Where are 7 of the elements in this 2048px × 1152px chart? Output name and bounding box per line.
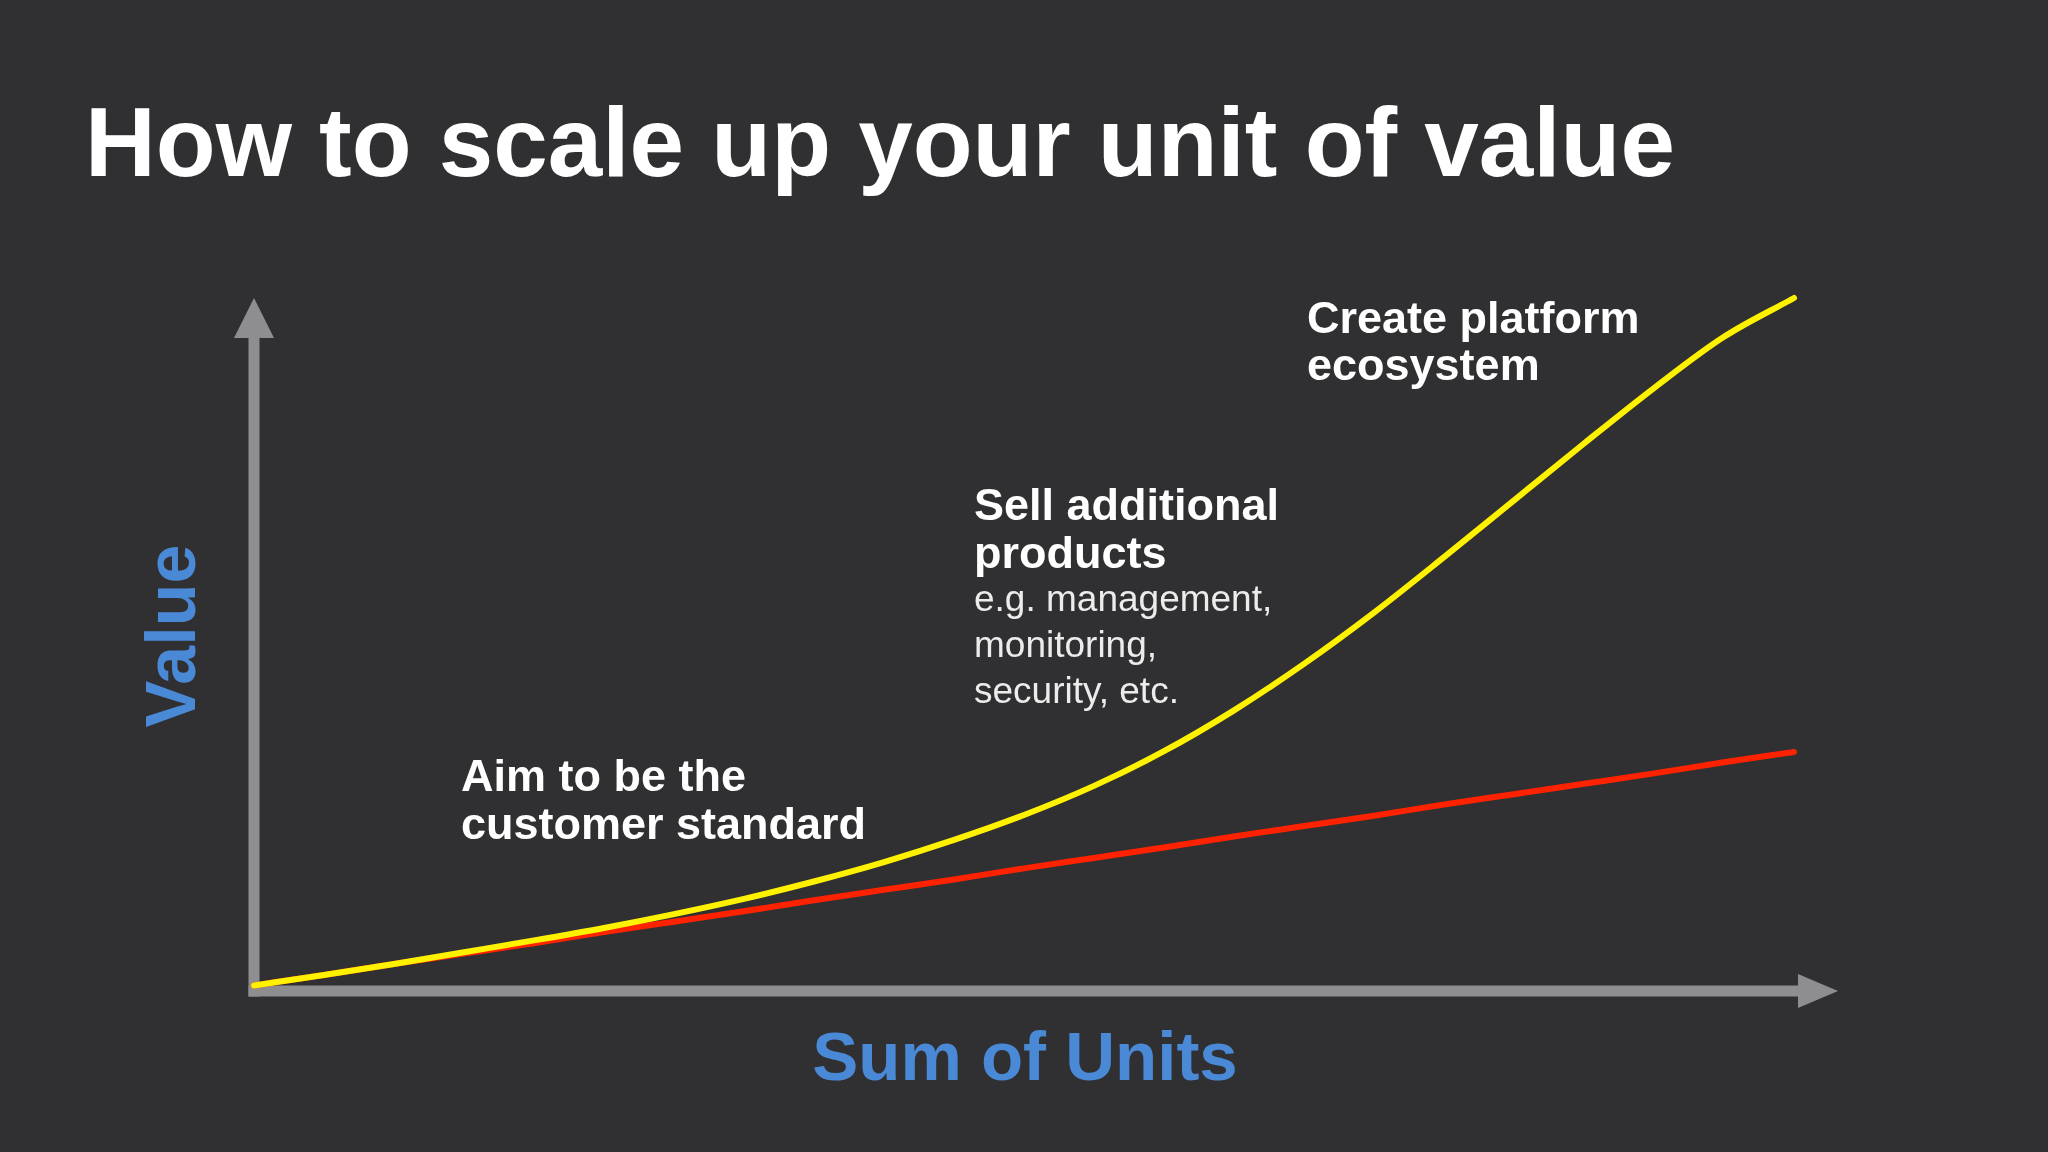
- y-axis-title: Value: [132, 544, 211, 728]
- x-axis-title: Sum of Units: [812, 1018, 1238, 1096]
- annotation: Create platform ecosystem: [1307, 292, 1640, 390]
- chart-title: How to scale up your unit of value: [85, 87, 1675, 197]
- annotation: Aim to be the customer standard: [461, 750, 867, 849]
- annotation: e.g. management, monitoring, security, etc.: [974, 578, 1273, 711]
- annotation: Sell additional products: [974, 479, 1280, 578]
